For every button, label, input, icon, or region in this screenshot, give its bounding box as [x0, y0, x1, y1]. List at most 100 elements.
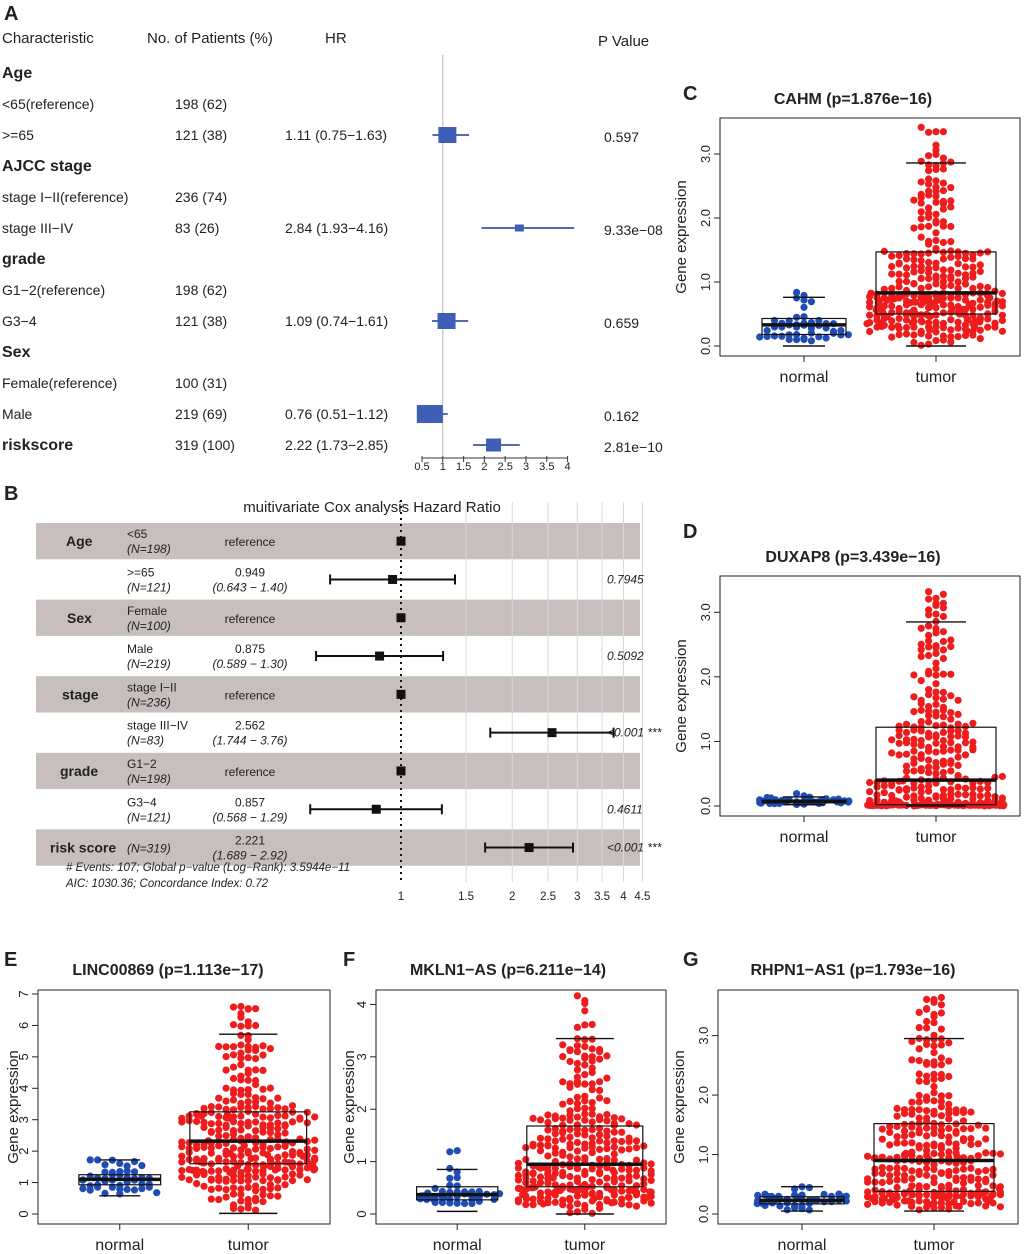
chart-title: LINC00869 (p=1.113e−17) — [72, 962, 263, 979]
tumor-point — [588, 1045, 596, 1053]
tumor-point — [886, 1189, 894, 1197]
tumor-point — [596, 1131, 604, 1139]
tumor-point — [229, 1043, 238, 1051]
tumor-point — [954, 746, 962, 754]
tumor-point — [930, 1124, 938, 1132]
tumor-point — [244, 1090, 252, 1098]
n-label: (N=83) — [127, 734, 164, 748]
tumor-point — [222, 1177, 230, 1185]
tumor-point — [923, 1147, 931, 1155]
tumor-point — [244, 1005, 252, 1013]
tumor-point — [549, 1174, 557, 1182]
tumor-point — [588, 1176, 596, 1184]
ci-text: (1.689 − 2.92) — [212, 849, 287, 863]
tumor-point — [863, 320, 871, 328]
tumor-point — [908, 1110, 916, 1118]
p-value-text: 0.162 — [604, 408, 639, 424]
tumor-point — [883, 313, 891, 321]
normal-point — [138, 1162, 146, 1170]
tumor-point — [207, 1103, 215, 1111]
tumor-point — [932, 165, 940, 174]
tumor-point — [193, 1117, 201, 1125]
tumor-point — [917, 267, 925, 275]
tumor-point — [871, 1186, 879, 1194]
tumor-point — [588, 1099, 596, 1107]
tumor-point — [237, 1205, 245, 1213]
tumor-box — [873, 1123, 995, 1193]
tumor-point — [900, 1164, 909, 1173]
tumor-point — [867, 289, 875, 297]
tumor-point — [864, 1175, 872, 1183]
group-name: risk score — [50, 840, 116, 856]
tumor-point — [596, 1178, 604, 1186]
tumor-point — [939, 654, 948, 663]
tumor-point — [303, 1176, 311, 1184]
tumor-point — [925, 743, 933, 752]
normal-point — [800, 335, 808, 344]
tumor-point — [952, 1192, 960, 1200]
tumor-point — [910, 224, 918, 232]
tumor-point — [963, 316, 972, 324]
n-label: (N=319) — [127, 842, 171, 856]
tumor-point — [285, 1159, 293, 1167]
p-value-text: 9.33e−08 — [604, 222, 663, 238]
tumor-point — [937, 1145, 946, 1153]
n-label: (N=100) — [127, 619, 171, 633]
group-band — [36, 523, 640, 560]
tumor-point — [954, 252, 962, 261]
tumor-point — [952, 1109, 960, 1117]
tumor-point — [573, 1105, 582, 1113]
group-label: riskscore — [2, 437, 73, 454]
tumor-point — [610, 1128, 618, 1136]
hr-value: 0.949 — [235, 565, 265, 579]
tumor-point — [917, 646, 925, 654]
tumor-point — [915, 1182, 923, 1190]
tumor-point — [259, 1143, 267, 1151]
tumor-point — [215, 1112, 223, 1121]
tumor-point — [624, 1193, 633, 1201]
tumor-point — [244, 1149, 252, 1157]
tumor-point — [566, 1133, 574, 1141]
tumor-point — [932, 183, 940, 191]
tumor-point — [895, 270, 903, 278]
x-tick-label: 2.5 — [540, 891, 556, 903]
n-label: (N=121) — [127, 810, 171, 824]
tumor-point — [925, 304, 933, 312]
tumor-point — [310, 1166, 318, 1174]
tumor-point — [915, 1008, 923, 1017]
p-value-text: 0.7945 — [607, 572, 644, 586]
y-tick-label: 1 — [16, 1179, 31, 1186]
y-tick-label: 3 — [354, 1053, 369, 1060]
tumor-point — [906, 1187, 914, 1195]
tumor-point — [937, 1041, 946, 1049]
tumor-point — [923, 1198, 931, 1206]
tumor-point — [917, 624, 925, 632]
tumor-point — [886, 1128, 894, 1136]
tumor-point — [910, 196, 918, 204]
tumor-point — [908, 1175, 916, 1183]
tumor-point — [932, 198, 940, 206]
tumor-box — [189, 1111, 308, 1165]
normal-point — [446, 1148, 454, 1156]
tumor-point — [565, 1194, 574, 1203]
normal-point — [431, 1184, 439, 1192]
tumor-point — [939, 278, 948, 286]
tumor-point — [252, 1173, 260, 1181]
tumor-point — [244, 1076, 252, 1084]
tumor-point — [939, 336, 948, 344]
normal-point — [793, 336, 801, 344]
tumor-point — [864, 1200, 872, 1208]
group-label: Sex — [2, 344, 31, 361]
tumor-point — [237, 1049, 245, 1057]
y-tick-label: 4 — [16, 1085, 31, 1092]
tumor-point — [237, 1031, 245, 1039]
normal-point — [475, 1197, 483, 1205]
tumor-point — [581, 1131, 589, 1139]
x-tick-label: 2 — [481, 461, 487, 473]
tumor-point — [925, 718, 933, 726]
tumor-point — [888, 317, 896, 325]
tumor-point — [610, 1150, 618, 1158]
tumor-point — [588, 1068, 596, 1076]
tumor-point — [573, 1147, 582, 1155]
tumor-point — [237, 1126, 245, 1134]
